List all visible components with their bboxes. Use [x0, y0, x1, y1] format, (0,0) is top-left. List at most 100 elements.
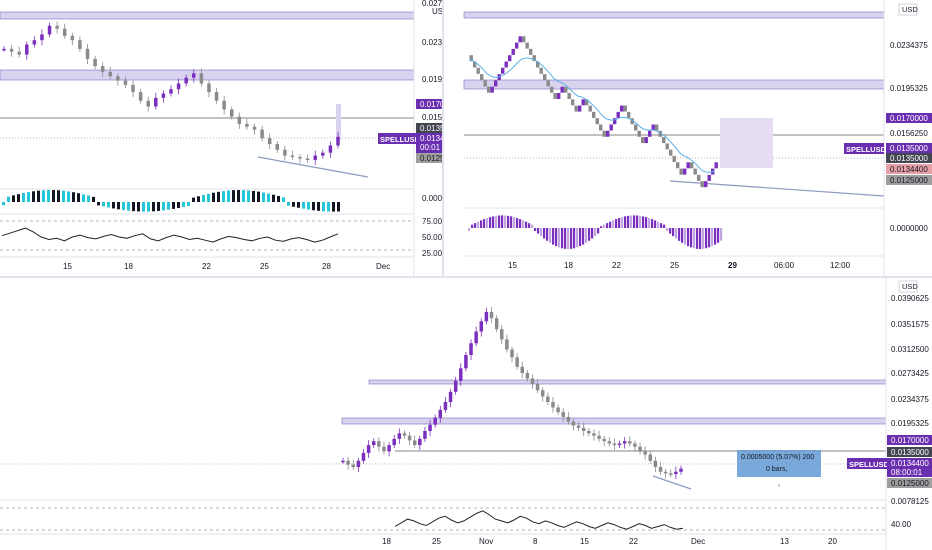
bottom-trendline[interactable] [652, 475, 692, 490]
candle [581, 427, 586, 431]
renko-brick [539, 67, 543, 74]
candle [283, 149, 287, 156]
left-trendline[interactable] [257, 156, 369, 178]
left-hline-price-label-bg [416, 123, 442, 133]
bottom-chart-pane[interactable]: 0.0005000 (5.07%) 200 0 bars, USD 0.0390… [0, 278, 932, 550]
candle [199, 73, 204, 84]
histogram-bar [696, 228, 699, 249]
histogram-bar [122, 202, 125, 211]
bottom-chart-svg[interactable]: 0.0005000 (5.07%) 200 0 bars, USD 0.0390… [0, 278, 932, 550]
histogram-bar [187, 202, 190, 206]
candle [25, 44, 29, 55]
histogram-bar [172, 202, 175, 209]
right-currency[interactable]: USD [902, 5, 918, 14]
left-time-tick: Dec [376, 262, 390, 271]
candle [161, 93, 166, 98]
left-time-tick: 28 [322, 262, 331, 271]
histogram-bar [217, 191, 220, 202]
histogram-bar [606, 223, 609, 228]
renko-brick [669, 149, 673, 156]
candle [387, 445, 391, 452]
histogram-bar [663, 224, 666, 228]
renko-brick [592, 111, 596, 118]
candle [2, 48, 6, 51]
histogram-bar [678, 228, 681, 241]
left-current-bar-highlight [336, 104, 341, 140]
candle [267, 138, 272, 145]
renko-brick [676, 162, 680, 169]
histogram-bar [177, 202, 180, 208]
histogram-bar [714, 228, 717, 245]
histogram-bar [540, 228, 543, 237]
right-chart-pane[interactable]: USD 0.0234375 0.0195325 0.0156250 0.0000… [444, 0, 932, 276]
bottom-rsi-tick: 40.00 [891, 520, 912, 529]
candle [530, 378, 535, 384]
renko-brick [599, 124, 603, 131]
histogram-bar [22, 193, 25, 202]
measure-box[interactable] [737, 450, 821, 477]
left-currency[interactable]: USD [432, 7, 442, 16]
histogram-bar [471, 224, 474, 228]
candle [423, 430, 427, 439]
candle [131, 84, 135, 93]
right-price-tick: 0.0195325 [890, 84, 928, 93]
histogram-bar [297, 202, 300, 208]
histogram-bar [675, 228, 678, 239]
candle [464, 355, 468, 369]
histogram-bar [192, 197, 195, 202]
renko-brick [518, 36, 522, 43]
horizontal-divider[interactable] [0, 276, 932, 278]
right-symbol-tag[interactable]: SPELLUSD [846, 145, 887, 154]
renko-brick [581, 99, 585, 106]
right-time-tick: 18 [564, 261, 573, 270]
right-red-price-label-bg [886, 164, 932, 174]
bottom-currency[interactable]: USD [902, 282, 918, 291]
histogram-bar [489, 217, 492, 228]
candle [252, 126, 257, 130]
histogram-bar [585, 228, 588, 243]
right-target-box[interactable] [720, 118, 773, 168]
histogram-bar [162, 202, 165, 211]
bottom-time-tick: 8 [533, 537, 538, 546]
histogram-bar [657, 221, 660, 228]
histogram-bar [687, 228, 690, 247]
candle [366, 445, 371, 453]
histogram-bar [47, 190, 50, 202]
histogram-bar [227, 190, 230, 202]
left-chart-pane[interactable]: 0.0273438 USD 0.0234375 0.0195325 0.0156… [0, 0, 442, 276]
renko-brick [644, 137, 648, 144]
vertical-divider[interactable] [442, 0, 444, 276]
histogram-bar [525, 221, 528, 228]
histogram-bar [597, 228, 600, 234]
histogram-bar [720, 228, 723, 241]
renko-brick [602, 130, 606, 137]
bottom-symbol-tag[interactable]: SPELLUSD [849, 460, 890, 469]
bottom-last-price-label: 0.0134400 [891, 459, 929, 468]
left-symbol-tag[interactable]: SPELLUSD [380, 135, 421, 144]
candle [520, 366, 524, 374]
histogram-bar [513, 217, 516, 228]
right-currency-box[interactable] [898, 3, 918, 16]
right-chart-svg[interactable]: USD 0.0234375 0.0195325 0.0156250 0.0000… [444, 0, 932, 276]
candle [556, 407, 560, 413]
histogram-bar [522, 220, 525, 228]
left-hline-price-label: 0.0135000 [420, 124, 442, 133]
candle [443, 402, 448, 410]
bottom-currency-box[interactable] [898, 280, 918, 293]
bottom-price-tick: 0.0078125 [891, 497, 929, 506]
renko-brick [578, 105, 582, 112]
candle [484, 311, 489, 322]
candle [602, 438, 606, 442]
measure-box-line2: 0 bars, [766, 466, 787, 473]
histogram-bar [600, 226, 603, 228]
left-mid-zone [0, 69, 415, 81]
left-chart-svg[interactable]: 0.0273438 USD 0.0234375 0.0195325 0.0156… [0, 0, 442, 276]
left-price-tick: 0.0195325 [422, 75, 442, 84]
bottom-time-tick: Nov [479, 537, 493, 546]
candle [669, 473, 673, 475]
candle [433, 417, 437, 425]
bottom-time-tick: Dec [691, 537, 705, 546]
candle [643, 451, 647, 455]
left-rsi-tick: 75.00 [422, 217, 442, 226]
renko-brick [588, 105, 592, 112]
